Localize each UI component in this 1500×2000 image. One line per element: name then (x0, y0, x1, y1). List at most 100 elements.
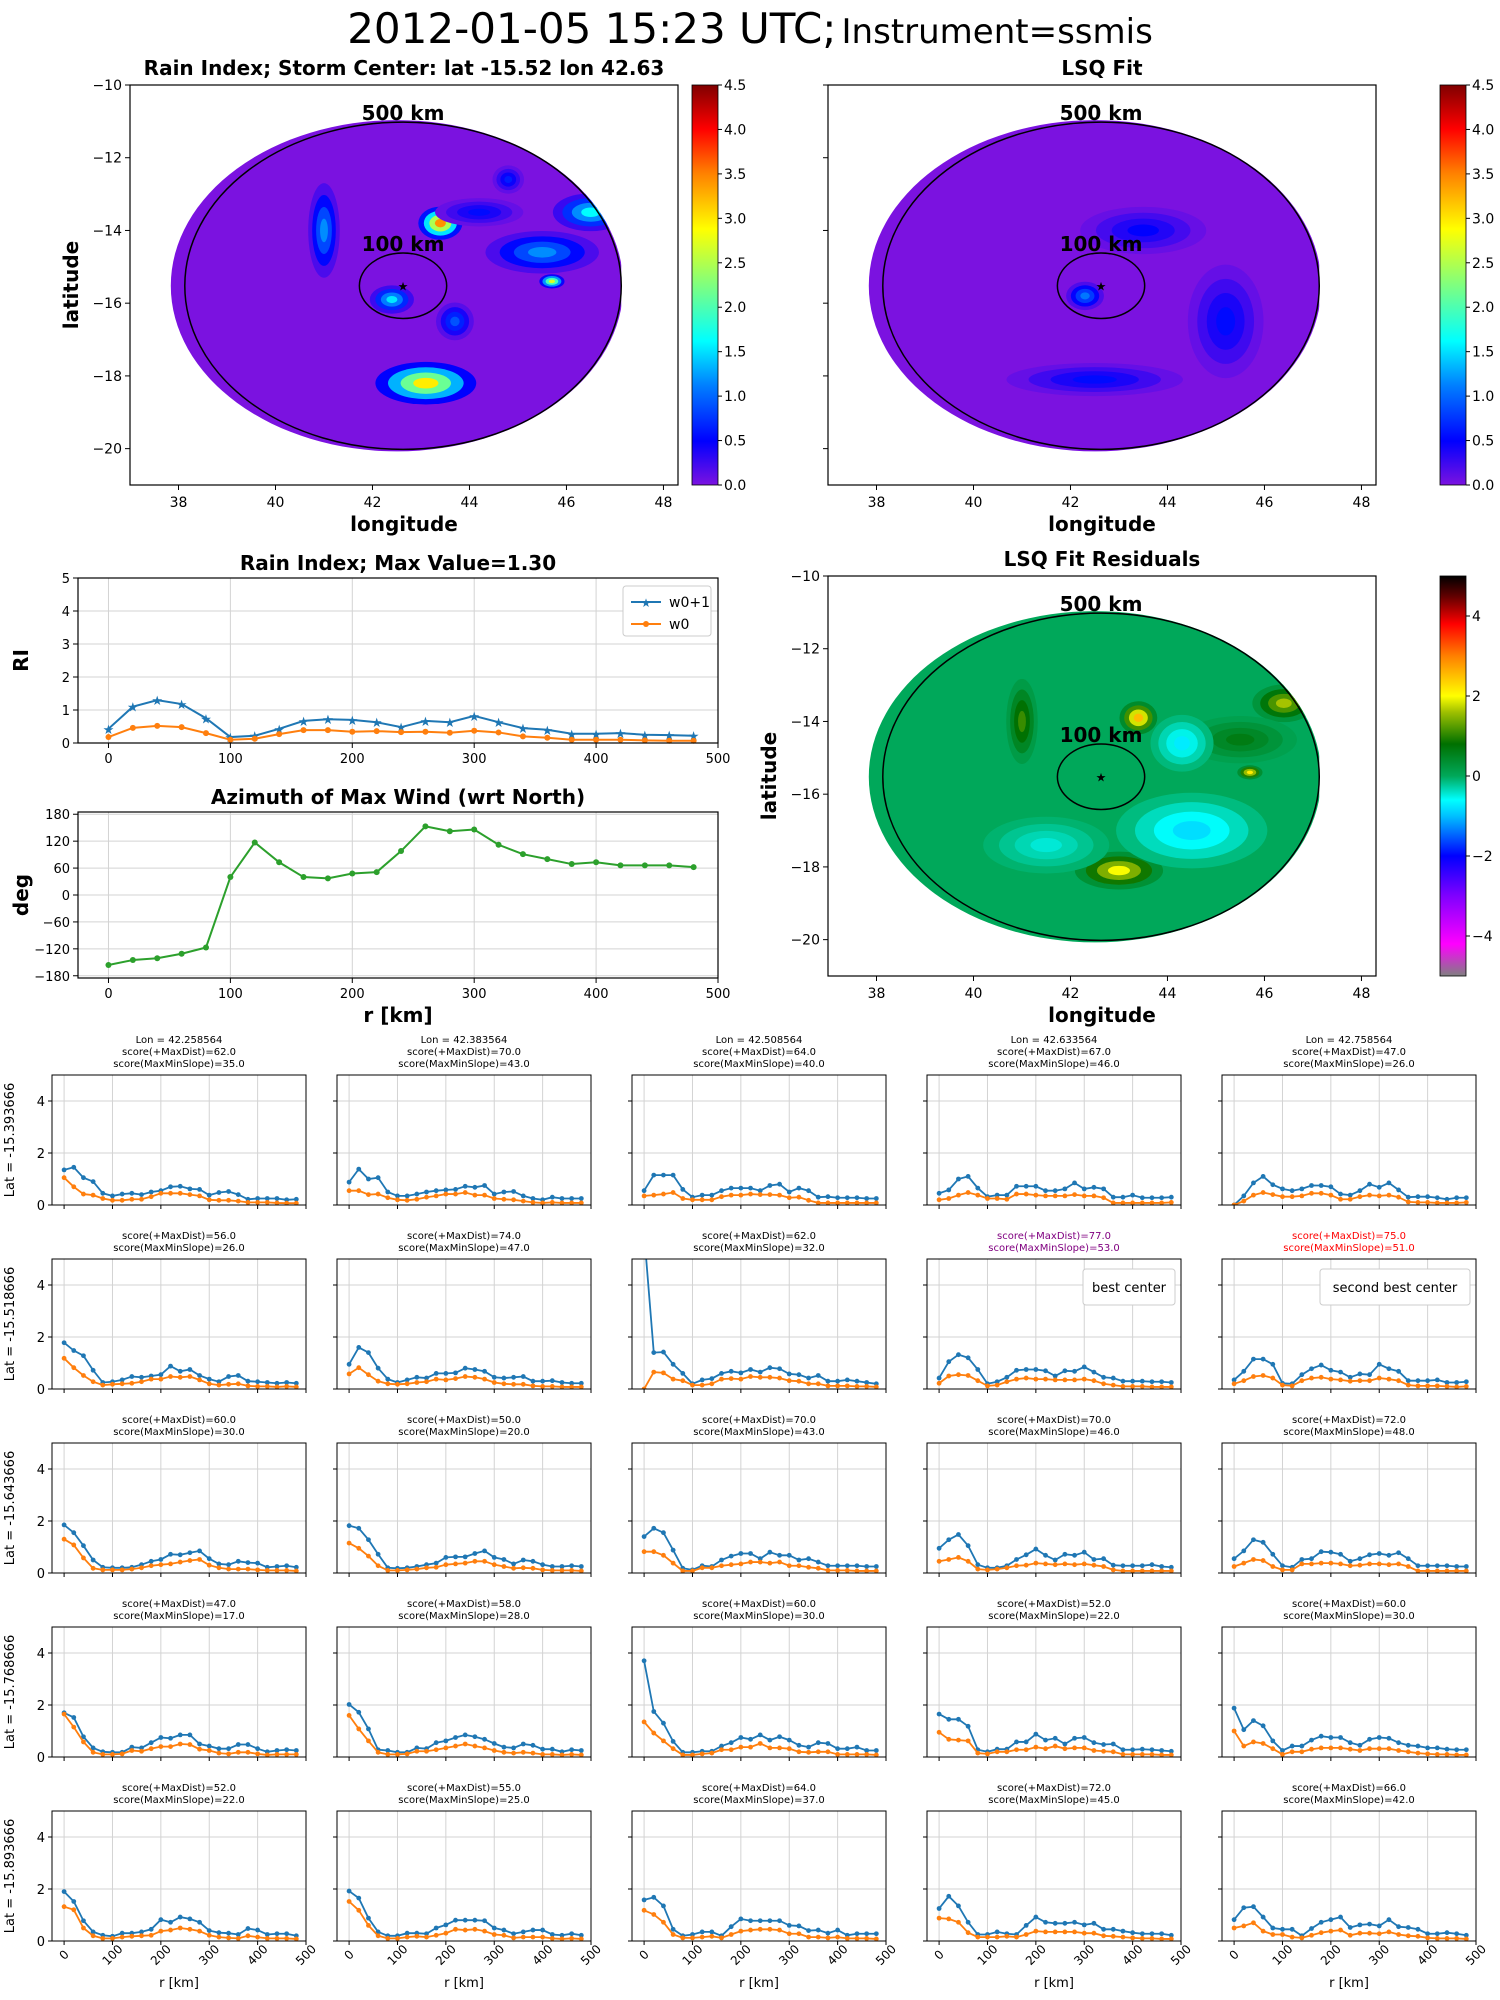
y-tick-label: 4 (37, 1279, 45, 1294)
data-point (1367, 1561, 1372, 1567)
data-point (757, 1369, 763, 1375)
y-tick-label: 2 (37, 1699, 45, 1714)
data-point (110, 1381, 115, 1387)
data-point (71, 1530, 77, 1536)
data-point (690, 1568, 695, 1573)
data-point (1159, 1564, 1165, 1569)
data-point (511, 1381, 516, 1387)
data-point (738, 1561, 744, 1567)
data-point (226, 1381, 231, 1387)
data-point (965, 1373, 971, 1378)
data-point (854, 1195, 860, 1201)
plot-frame (926, 1258, 1182, 1390)
data-point (81, 1353, 86, 1359)
rain-feature (386, 296, 398, 304)
data-point: ★ (688, 730, 700, 745)
data-point (276, 859, 283, 866)
data-point (641, 1188, 647, 1194)
data-point (1444, 1196, 1450, 1202)
data-point (651, 1912, 657, 1917)
data-point (1091, 1920, 1097, 1926)
data-point (356, 1895, 362, 1901)
data-point (197, 1557, 202, 1562)
data-point (472, 1192, 478, 1198)
data-point (110, 1936, 115, 1941)
data-point (1130, 1192, 1136, 1198)
data-point (1299, 1193, 1305, 1199)
data-point (158, 1744, 164, 1749)
plot-frame (926, 1626, 1182, 1758)
data-point (946, 1893, 952, 1899)
data-point (815, 1927, 821, 1933)
data-point (738, 1916, 744, 1922)
data-point (835, 1195, 841, 1201)
data-point (1120, 1200, 1126, 1205)
data-point (844, 1377, 850, 1383)
data-point (1328, 1560, 1334, 1566)
data-point (1260, 1914, 1266, 1920)
y-tick-label: 2 (37, 1883, 45, 1898)
data-point (1023, 1739, 1029, 1745)
data-point (398, 729, 405, 736)
data-point (1081, 1186, 1087, 1192)
data-point (453, 1917, 458, 1923)
data-point (1168, 1194, 1174, 1200)
x-tick-label: 46 (558, 495, 576, 511)
data-point (264, 1936, 270, 1941)
data-point (453, 1187, 458, 1192)
data-point (482, 1368, 487, 1374)
panel-series (936, 1352, 1174, 1389)
data-point (491, 1932, 497, 1937)
rain-feature (1127, 224, 1159, 237)
data-point (414, 1191, 420, 1197)
data-point (1251, 1537, 1256, 1543)
data-point (1052, 1557, 1058, 1563)
data-point (1260, 1190, 1266, 1195)
data-point (777, 1734, 782, 1740)
panel-row-lat: Lat = -15.393666 (3, 1083, 18, 1197)
data-point (738, 1370, 744, 1376)
plot-frame (1221, 1626, 1477, 1758)
data-point (777, 1918, 782, 1924)
data-point (1251, 1904, 1256, 1910)
data-point (815, 1381, 821, 1387)
data-point (690, 1382, 695, 1388)
data-point (1396, 1378, 1401, 1384)
panel-score-maxdist: score(+MaxDist)=50.0 (407, 1415, 521, 1426)
data-point (1396, 1368, 1401, 1374)
data-point (1386, 1735, 1392, 1741)
colorbar (1439, 84, 1467, 486)
data-point (844, 1746, 850, 1752)
data-point (844, 1383, 850, 1389)
data-point (1338, 1914, 1343, 1920)
data-point (1357, 1378, 1363, 1384)
data-point (1434, 1563, 1440, 1569)
data-point (356, 1345, 362, 1350)
data-point (433, 1740, 439, 1746)
panel-series (346, 1702, 584, 1757)
panel-score-slope: score(MaxMinSlope)=30.0 (1283, 1611, 1414, 1622)
data-point (235, 1192, 241, 1197)
data-point (519, 733, 526, 740)
data-point (1309, 1932, 1314, 1938)
data-point (719, 1557, 724, 1563)
data-point (375, 1378, 381, 1384)
data-point (975, 1185, 981, 1191)
storm-center-icon: ★ (398, 280, 409, 294)
data-point (284, 1200, 290, 1205)
data-point (1280, 1567, 1285, 1573)
data-point (738, 1192, 744, 1198)
data-point (1043, 1746, 1048, 1752)
data-point (1149, 1379, 1155, 1385)
data-point (346, 1888, 352, 1894)
data-point (81, 1734, 86, 1740)
data-point (748, 1927, 753, 1933)
rain-feature (1275, 698, 1292, 708)
data-point (414, 1745, 420, 1751)
data-point (1289, 1383, 1295, 1389)
data-point (1357, 1556, 1363, 1562)
candidate-panel: score(MaxMinSlope)=22.0score(+MaxDist)=5… (3, 1783, 319, 1991)
data-point (578, 1752, 584, 1757)
data-point (1101, 1381, 1106, 1387)
